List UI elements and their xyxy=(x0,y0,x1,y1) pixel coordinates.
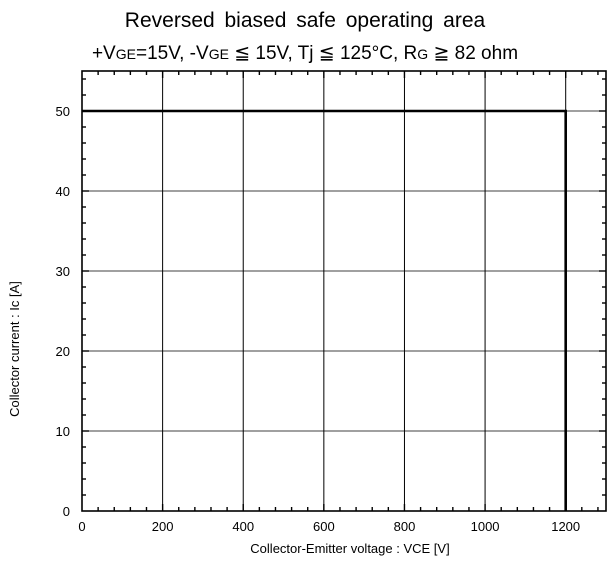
y-axis-label: Collector current : Ic [A] xyxy=(7,281,22,417)
subtitle-part: =15V, -V xyxy=(135,43,209,64)
subtitle-part: ≧ 82 ohm xyxy=(428,43,519,64)
chart-subtitle: +VGE=15V, -VGE ≦ 15V, Tj ≦ 125°C, RG ≧ 8… xyxy=(0,42,610,65)
plot-frame xyxy=(81,70,607,512)
subtitle-part: +V xyxy=(91,43,116,64)
y-tick-label: 30 xyxy=(56,264,70,279)
series-group xyxy=(82,109,567,511)
y-tick-label: 0 xyxy=(63,504,70,519)
y-tick-label: 40 xyxy=(56,184,70,199)
subtitle-subscript: G xyxy=(417,46,429,62)
x-tick-label: 200 xyxy=(152,519,174,534)
x-tick-label: 400 xyxy=(232,519,254,534)
y-tick-label: 10 xyxy=(56,424,70,439)
x-tick-label: 800 xyxy=(394,519,416,534)
subtitle-part: ≦ 15V, Tj ≦ 125°C, R xyxy=(228,43,418,64)
x-tick-label: 1000 xyxy=(471,519,500,534)
grid-lines xyxy=(82,71,606,511)
soa-boundary-line xyxy=(82,109,567,511)
x-tick-label: 1200 xyxy=(551,519,580,534)
x-tick-label: 600 xyxy=(313,519,335,534)
y-tick-label: 50 xyxy=(56,104,70,119)
y-tick-label: 20 xyxy=(56,344,70,359)
x-tick-label: 0 xyxy=(78,519,85,534)
subtitle-subscript: GE xyxy=(115,46,136,62)
chart-title: Reversed biased safe operating area xyxy=(124,9,486,32)
axis-ticks xyxy=(82,71,606,511)
tick-labels: 0 200 400 600 800 1000 1200 0 10 20 30 40 50 xyxy=(56,104,581,534)
x-axis-label: Collector-Emitter voltage : VCE [V] xyxy=(250,541,449,556)
subtitle-subscript: GE xyxy=(208,46,229,62)
